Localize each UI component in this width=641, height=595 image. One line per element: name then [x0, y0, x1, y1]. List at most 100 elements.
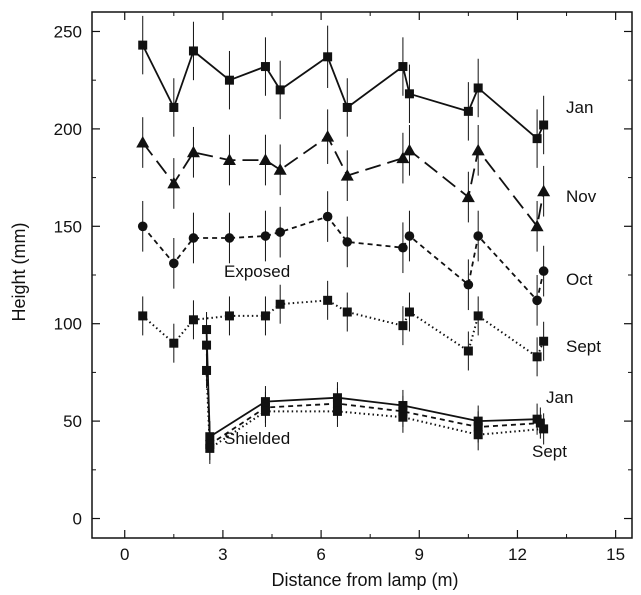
point-marker [473, 422, 483, 432]
series-line-shielded-jan [205, 329, 538, 438]
point-marker [342, 102, 352, 112]
point-marker [535, 418, 545, 428]
point-marker [537, 184, 551, 197]
point-marker [260, 406, 270, 416]
point-marker [188, 46, 198, 56]
point-marker [332, 393, 342, 403]
point-marker [396, 151, 410, 164]
point-marker [222, 153, 236, 166]
point-marker [473, 416, 483, 426]
series-label-nov: Nov [566, 187, 597, 206]
point-marker [398, 62, 408, 72]
point-marker [398, 412, 408, 422]
point-marker [202, 365, 212, 375]
point-marker [202, 340, 212, 350]
annotations: Jan Nov Oct Sept Jan Sept Exposed Shielded [224, 98, 601, 461]
series-label-shielded-sept: Sept [532, 442, 567, 461]
point-marker [323, 52, 333, 62]
series-label-jan: Jan [566, 98, 593, 117]
series-line-exposed-oct [142, 215, 545, 302]
point-marker [186, 145, 200, 158]
point-marker [463, 106, 473, 116]
point-marker [322, 211, 333, 222]
point-marker [260, 311, 270, 321]
point-marker [205, 432, 215, 442]
point-marker [224, 75, 234, 85]
series-label-shielded-jan: Jan [546, 388, 573, 407]
point-marker [404, 307, 414, 317]
point-marker [258, 153, 272, 166]
point-marker [340, 169, 354, 181]
series-label-sept: Sept [566, 337, 601, 356]
point-marker [202, 325, 212, 335]
y-tick-label: 200 [54, 120, 82, 139]
point-marker [323, 295, 333, 305]
point-marker [260, 62, 270, 72]
point-marker [539, 336, 549, 346]
point-marker [260, 231, 271, 241]
point-marker [188, 233, 199, 243]
y-tick-label: 100 [54, 315, 82, 334]
point-marker [538, 266, 549, 276]
series-line-exposed-sept [142, 299, 545, 358]
point-marker [205, 443, 215, 453]
point-marker [332, 406, 342, 416]
point-marker [398, 242, 408, 253]
y-axis-label: Height (mm) [9, 222, 29, 321]
point-marker [463, 279, 474, 290]
point-marker [473, 311, 483, 321]
x-tick-label: 6 [316, 545, 325, 564]
point-marker [321, 130, 335, 142]
point-marker [532, 134, 542, 144]
point-marker [138, 311, 148, 321]
y-tick-label: 150 [54, 217, 82, 236]
x-tick-label: 9 [415, 545, 424, 564]
point-marker [471, 143, 485, 156]
y-tick-label: 50 [63, 412, 82, 431]
point-marker [260, 397, 270, 407]
y-tick-label: 250 [54, 22, 82, 41]
point-marker [532, 352, 542, 362]
point-marker [224, 311, 234, 321]
x-tick-label: 12 [508, 545, 527, 564]
point-marker [398, 401, 408, 411]
point-marker [402, 143, 416, 156]
point-marker [275, 227, 285, 237]
point-marker [273, 163, 287, 175]
x-tick-label: 0 [120, 545, 129, 564]
point-marker [473, 83, 483, 93]
point-marker [532, 295, 542, 306]
point-marker [473, 430, 483, 440]
x-tick-label: 3 [218, 545, 227, 564]
point-marker [539, 424, 549, 434]
point-marker [138, 40, 148, 50]
point-marker [169, 102, 179, 112]
point-marker [167, 176, 181, 189]
point-marker [342, 307, 352, 317]
point-marker [137, 221, 148, 232]
x-axis-label: Distance from lamp (m) [271, 570, 458, 590]
point-marker [461, 190, 475, 203]
group-label-shielded: Shielded [224, 429, 290, 448]
series-line-exposed-nov [141, 135, 545, 228]
point-marker [530, 219, 544, 232]
point-marker [188, 315, 198, 325]
point-marker [463, 346, 473, 356]
y-tick-label: 0 [73, 510, 82, 529]
data-markers [136, 40, 551, 453]
point-marker [169, 258, 179, 269]
point-marker [275, 85, 285, 95]
point-marker [539, 120, 549, 130]
point-marker [473, 231, 483, 241]
point-marker [404, 231, 415, 241]
point-marker [169, 338, 179, 348]
group-label-exposed: Exposed [224, 262, 290, 281]
point-marker [404, 89, 414, 99]
point-marker [275, 299, 285, 309]
point-marker [342, 237, 353, 247]
point-marker [332, 399, 342, 409]
point-marker [136, 136, 150, 148]
point-marker [398, 406, 408, 416]
